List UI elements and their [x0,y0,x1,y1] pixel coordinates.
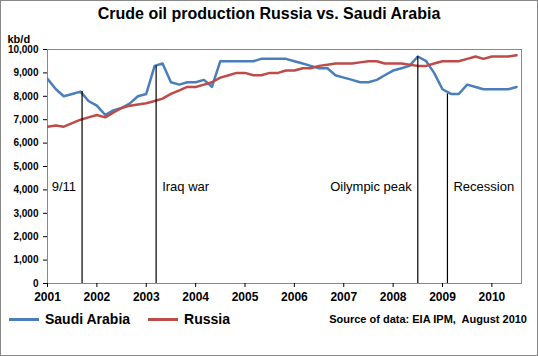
html-text:Russia: Russia [184,311,230,327]
html-text:Saudi Arabia: Saudi Arabia [45,311,131,327]
svg-text:8,000: 8,000 [13,91,38,102]
html-text:Crude oil production Russia vs: Crude oil production Russia vs. Saudi Ar… [97,5,441,22]
html-text:Source of data: EIA IPM, Augus: Source of data: EIA IPM, August 2010 [329,313,527,325]
svg-text:kb/d: kb/d [7,33,31,46]
svg-text:10,000: 10,000 [8,44,39,55]
svg-text:2010: 2010 [479,290,506,304]
svg-text:2002: 2002 [84,290,111,304]
svg-text:2009: 2009 [429,290,456,304]
svg-text:0: 0 [33,278,39,289]
svg-text:2006: 2006 [281,290,308,304]
svg-text:9,000: 9,000 [13,67,38,78]
svg-text:4,000: 4,000 [13,184,38,195]
svg-text:2005: 2005 [232,290,259,304]
svg-text:5,000: 5,000 [13,161,38,172]
svg-text:2003: 2003 [133,290,160,304]
svg-text:2008: 2008 [380,290,407,304]
svg-text:2001: 2001 [34,290,61,304]
svg-text:Oilympic peak: Oilympic peak [330,179,412,194]
svg-text:2007: 2007 [330,290,357,304]
svg-text:2004: 2004 [182,290,209,304]
svg-text:2,000: 2,000 [13,231,38,242]
svg-text:Iraq war: Iraq war [162,179,210,194]
svg-text:3,000: 3,000 [13,208,38,219]
svg-text:1,000: 1,000 [13,254,38,265]
svg-text:7,000: 7,000 [13,114,38,125]
svg-text:6,000: 6,000 [13,137,38,148]
svg-text:Recession: Recession [453,179,514,194]
svg-text:9/11: 9/11 [52,179,76,194]
